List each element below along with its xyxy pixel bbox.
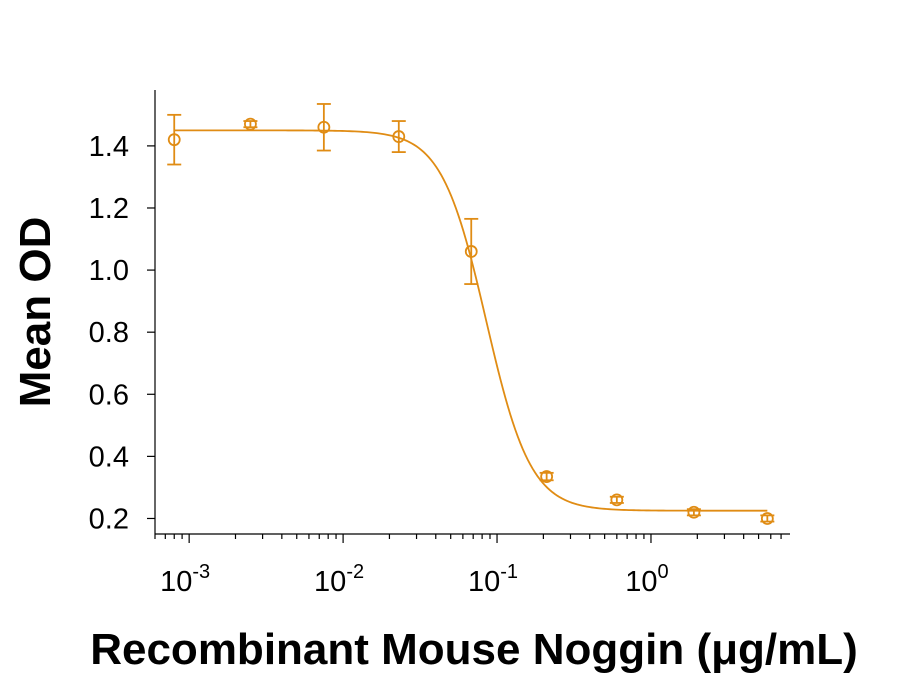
x-tick-label: 10-1	[468, 561, 518, 598]
axes	[154, 90, 790, 535]
data-point	[760, 512, 774, 525]
y-tick-label: 0.6	[89, 379, 129, 411]
data-point	[392, 130, 406, 143]
x-tick-label: 10-2	[314, 561, 364, 598]
y-tick-label: 1.0	[89, 255, 129, 287]
data-point	[317, 120, 331, 134]
y-tick-label: 1.4	[89, 131, 129, 163]
y-tick-label: 0.4	[89, 441, 129, 473]
x-axis-title: Recombinant Mouse Noggin (μg/mL)	[90, 625, 858, 674]
x-tick-label: 10-3	[160, 561, 210, 598]
data-points-layer	[167, 103, 775, 525]
y-tick-label: 0.8	[89, 317, 129, 349]
ticks: 0.2 0.4 0.6 0.8 1.0 1.2 1.4 10-3 10-2 10-1 100	[89, 131, 782, 598]
data-point	[244, 117, 257, 131]
data-point	[540, 470, 554, 483]
y-tick-label: 0.2	[89, 503, 129, 535]
data-point	[464, 245, 478, 258]
data-point	[610, 493, 624, 507]
y-tick-label: 1.2	[89, 193, 129, 225]
data-point	[167, 133, 181, 147]
fit-curve	[174, 129, 768, 512]
fit-curve-layer	[174, 129, 768, 512]
x-tick-label: 100	[625, 561, 668, 598]
y-axis-title: Mean OD	[11, 217, 60, 408]
data-point	[687, 505, 701, 519]
